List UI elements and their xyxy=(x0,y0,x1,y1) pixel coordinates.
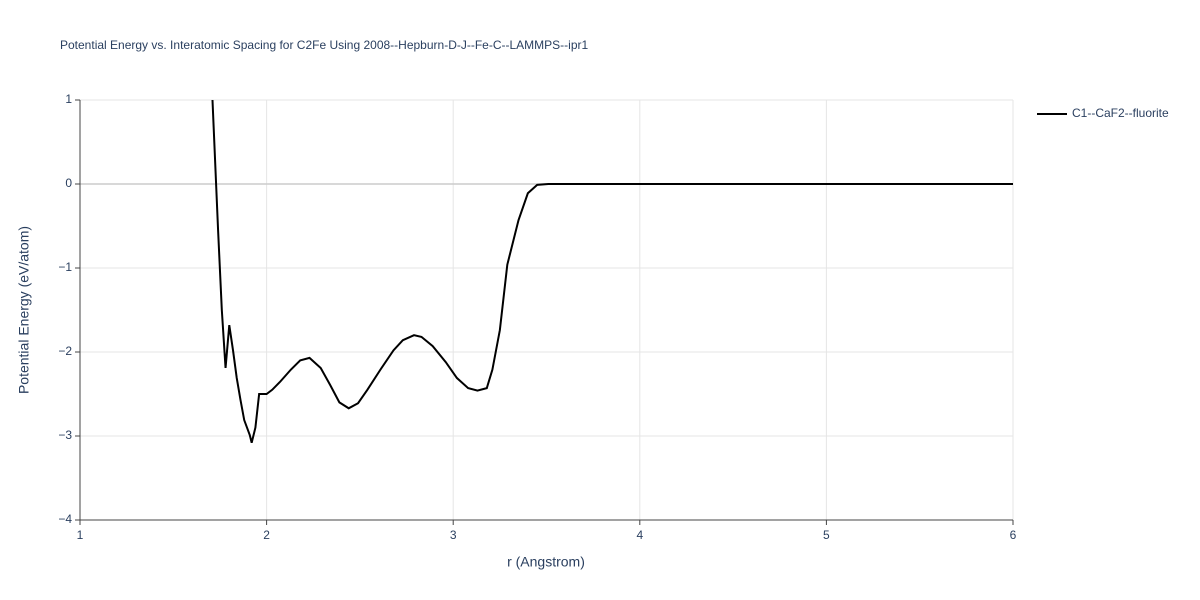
y-tick-label: −4 xyxy=(58,512,72,526)
x-tick-label: 2 xyxy=(263,528,270,542)
y-axis-title: Potential Energy (eV/atom) xyxy=(16,226,32,394)
x-axis-title: r (Angstrom) xyxy=(507,554,585,570)
x-tick-label: 6 xyxy=(1010,528,1017,542)
y-tick-label: −2 xyxy=(58,344,72,358)
x-tick-label: 1 xyxy=(77,528,84,542)
line-series xyxy=(211,99,1013,443)
x-tick-label: 5 xyxy=(823,528,830,542)
legend-label: C1--CaF2--fluorite xyxy=(1072,106,1169,120)
chart-title: Potential Energy vs. Interatomic Spacing… xyxy=(60,38,589,52)
x-tick-label: 4 xyxy=(636,528,643,542)
y-tick-label: −1 xyxy=(58,260,72,274)
y-tick-label: −3 xyxy=(58,428,72,442)
x-tick-label: 3 xyxy=(450,528,457,542)
y-tick-label: 0 xyxy=(65,176,72,190)
y-tick-label: 1 xyxy=(65,92,72,106)
